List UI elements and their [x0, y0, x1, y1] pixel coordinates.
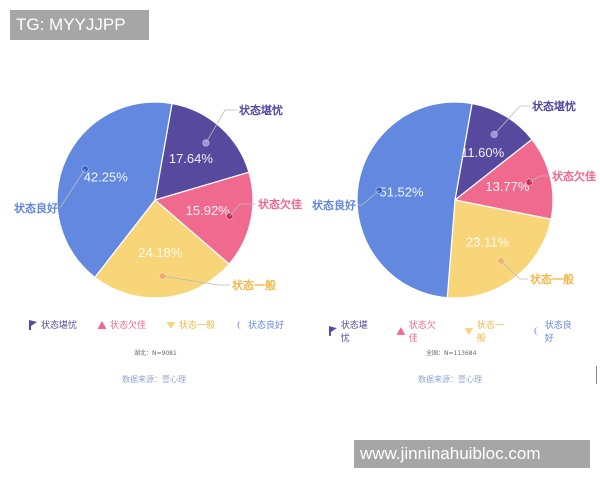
pie-slice [453, 138, 554, 220]
legend-label: 状态堪忧 [41, 321, 78, 331]
callout-category-label: 状态欠佳 [552, 169, 596, 183]
callout-line [493, 105, 530, 135]
legend-item-average: 状态一般 [166, 318, 215, 331]
slice-percent-label: 13.77% [485, 179, 530, 194]
callout-line [500, 260, 528, 280]
triangle-icon [97, 320, 107, 329]
data-source-right: 数据来源：壹心理 [418, 375, 482, 384]
triangle-icon [396, 327, 406, 335]
legend-label: 状态良好 [544, 321, 572, 344]
pie-slice [454, 102, 533, 202]
slice-percent-label: 24.18% [138, 245, 183, 260]
pie-slice [56, 101, 173, 279]
legend-left: 状态堪忧 状态欠佳 状态一般 状态良好 [28, 318, 304, 331]
legend-label: 状态欠佳 [110, 321, 147, 331]
callout-line [162, 275, 230, 286]
slice-percent-label: 17.64% [169, 151, 214, 166]
moon-icon [534, 326, 539, 336]
pie-slice [446, 199, 552, 299]
flag-icon [29, 319, 37, 330]
legend-label: 状态良好 [248, 321, 285, 331]
pie-slice [154, 102, 250, 201]
pie-slice [93, 199, 231, 299]
legend-item-poor: 状态欠佳 [396, 318, 444, 344]
callout-category-label: 状态堪忧 [239, 103, 283, 117]
pie-chart-hubei: 17.64% 状态堪忧 15.92% 状态欠佳 24.18% 状态一般 42.25% 状态良好 [14, 101, 302, 299]
callout-line [205, 109, 237, 144]
legend-label: 状态一般 [179, 321, 216, 331]
data-source-left: 数据来源：壹心理 [122, 375, 186, 384]
legend-label: 状态堪忧 [340, 321, 368, 344]
callout-category-label: 状态良好 [14, 201, 58, 215]
legend-item-worrying: 状态堪忧 [28, 318, 77, 331]
pie-slice [356, 101, 473, 299]
callout-line [358, 190, 380, 206]
callout-category-label: 状态欠佳 [258, 197, 302, 211]
slice-percent-label: 11.60% [461, 145, 505, 160]
legend-item-poor: 状态欠佳 [97, 318, 146, 331]
flag-icon [328, 326, 337, 336]
callout-category-label: 状态一般 [530, 272, 574, 286]
callout-line [59, 168, 86, 209]
legend-label: 状态欠佳 [408, 321, 436, 344]
slice-percent-label: 42.25% [84, 170, 129, 185]
sample-note-hubei: 湖北：N=9081 [134, 350, 177, 357]
legend-item-average: 状态一般 [464, 318, 512, 344]
sample-note-national: 全国：N=113684 [426, 350, 477, 357]
callout-category-label: 状态堪忧 [532, 99, 576, 113]
watermark-bottom-right: www.jinninahuibloc.com [354, 440, 590, 468]
callout-category-label: 状态良好 [312, 198, 356, 212]
pie-slice [153, 171, 254, 265]
legend-item-good: 状态良好 [235, 318, 284, 331]
slice-percent-label: 51.52% [379, 185, 424, 200]
heart-icon [464, 328, 474, 335]
callout-category-label: 状态一般 [232, 278, 276, 292]
watermark-top-left: TG: MYYJJPP [10, 10, 149, 40]
moon-icon [237, 320, 243, 329]
heart-icon [166, 321, 176, 329]
legend-right: 状态堪忧 状态欠佳 状态一般 状态良好 [328, 318, 600, 344]
legend-item-good: 状态良好 [532, 318, 580, 344]
callout-line [229, 203, 256, 217]
pie-chart-national: 11.60% 状态堪忧 13.77% 状态欠佳 23.11% 状态一般 51.52% 状态良好 [312, 99, 596, 299]
slice-percent-label: 15.92% [186, 203, 231, 218]
text-cursor [596, 366, 597, 384]
slice-percent-label: 23.11% [466, 234, 510, 249]
legend-label: 状态一般 [476, 321, 504, 344]
callout-line [529, 175, 550, 183]
legend-item-worrying: 状态堪忧 [328, 318, 376, 344]
